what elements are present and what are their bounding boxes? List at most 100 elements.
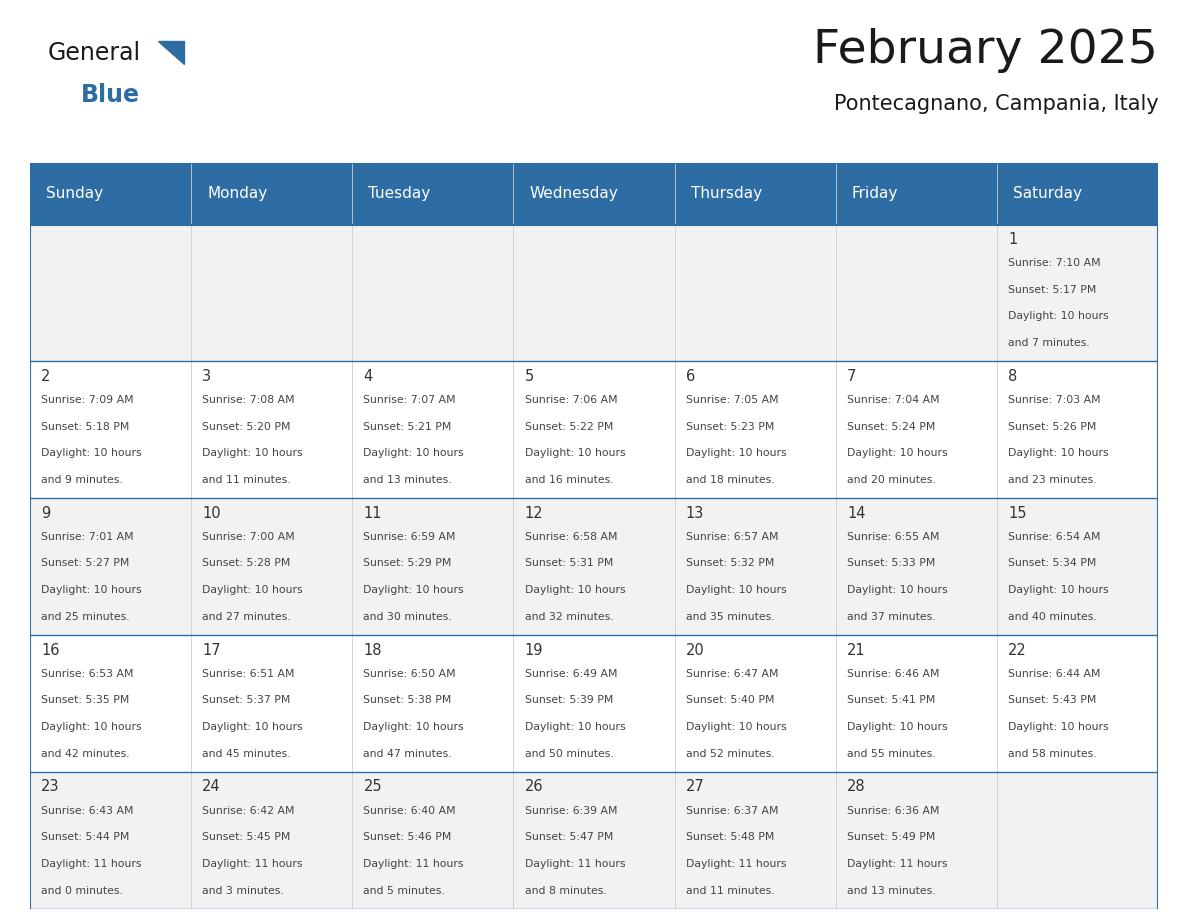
Text: Sunrise: 6:46 AM: Sunrise: 6:46 AM [847, 668, 940, 678]
Text: and 3 minutes.: and 3 minutes. [202, 886, 284, 896]
Text: 11: 11 [364, 506, 383, 521]
Text: and 30 minutes.: and 30 minutes. [364, 612, 453, 621]
Text: 22: 22 [1009, 643, 1028, 657]
Text: 9: 9 [40, 506, 50, 521]
Text: Sunrise: 6:42 AM: Sunrise: 6:42 AM [202, 805, 295, 815]
Text: Daylight: 10 hours: Daylight: 10 hours [685, 585, 786, 595]
Text: 26: 26 [525, 779, 543, 794]
Text: 21: 21 [847, 643, 866, 657]
Text: Daylight: 11 hours: Daylight: 11 hours [364, 859, 465, 868]
Text: and 27 minutes.: and 27 minutes. [202, 612, 291, 621]
Text: Sunrise: 6:43 AM: Sunrise: 6:43 AM [40, 805, 133, 815]
Text: Sunset: 5:31 PM: Sunset: 5:31 PM [525, 558, 613, 568]
Text: 17: 17 [202, 643, 221, 657]
Text: 24: 24 [202, 779, 221, 794]
Text: Pontecagnano, Campania, Italy: Pontecagnano, Campania, Italy [834, 94, 1158, 114]
Text: Sunset: 5:38 PM: Sunset: 5:38 PM [364, 695, 451, 705]
Text: Daylight: 10 hours: Daylight: 10 hours [364, 722, 465, 732]
Text: Daylight: 10 hours: Daylight: 10 hours [364, 448, 465, 458]
Text: Sunrise: 7:05 AM: Sunrise: 7:05 AM [685, 395, 778, 405]
Text: Sunset: 5:35 PM: Sunset: 5:35 PM [40, 695, 129, 705]
Text: and 7 minutes.: and 7 minutes. [1009, 338, 1091, 348]
Text: and 11 minutes.: and 11 minutes. [685, 886, 775, 896]
Text: Thursday: Thursday [690, 186, 762, 201]
Text: Monday: Monday [207, 186, 267, 201]
Text: 27: 27 [685, 779, 704, 794]
Text: Saturday: Saturday [1013, 186, 1082, 201]
Text: Sunrise: 6:39 AM: Sunrise: 6:39 AM [525, 805, 618, 815]
Text: 20: 20 [685, 643, 704, 657]
Text: Daylight: 11 hours: Daylight: 11 hours [202, 859, 303, 868]
Text: General: General [48, 41, 140, 65]
Text: Sunset: 5:32 PM: Sunset: 5:32 PM [685, 558, 775, 568]
Text: and 45 minutes.: and 45 minutes. [202, 749, 291, 758]
Text: 16: 16 [40, 643, 59, 657]
Text: 23: 23 [40, 779, 59, 794]
Text: Daylight: 10 hours: Daylight: 10 hours [847, 585, 948, 595]
Text: Sunset: 5:24 PM: Sunset: 5:24 PM [847, 421, 935, 431]
Text: 28: 28 [847, 779, 866, 794]
Text: and 0 minutes.: and 0 minutes. [40, 886, 122, 896]
Text: February 2025: February 2025 [814, 28, 1158, 73]
Text: Sunset: 5:23 PM: Sunset: 5:23 PM [685, 421, 775, 431]
Text: Sunset: 5:18 PM: Sunset: 5:18 PM [40, 421, 129, 431]
Text: 8: 8 [1009, 369, 1018, 384]
Text: Sunset: 5:44 PM: Sunset: 5:44 PM [40, 833, 129, 842]
Bar [30, 635, 1158, 772]
Text: Wednesday: Wednesday [530, 186, 618, 201]
Text: Sunrise: 7:10 AM: Sunrise: 7:10 AM [1009, 258, 1101, 268]
Text: Daylight: 10 hours: Daylight: 10 hours [525, 722, 625, 732]
Text: 13: 13 [685, 506, 704, 521]
Text: and 13 minutes.: and 13 minutes. [364, 475, 453, 485]
Text: Sunrise: 6:50 AM: Sunrise: 6:50 AM [364, 668, 456, 678]
Text: 15: 15 [1009, 506, 1026, 521]
Text: 14: 14 [847, 506, 866, 521]
Text: and 23 minutes.: and 23 minutes. [1009, 475, 1097, 485]
Text: Daylight: 10 hours: Daylight: 10 hours [1009, 585, 1108, 595]
Text: 18: 18 [364, 643, 383, 657]
Text: and 47 minutes.: and 47 minutes. [364, 749, 453, 758]
Text: Sunrise: 6:53 AM: Sunrise: 6:53 AM [40, 668, 133, 678]
Text: and 32 minutes.: and 32 minutes. [525, 612, 613, 621]
Text: 3: 3 [202, 369, 211, 384]
Text: Friday: Friday [852, 186, 898, 201]
Text: Blue: Blue [81, 83, 140, 106]
Text: Daylight: 11 hours: Daylight: 11 hours [525, 859, 625, 868]
Text: Daylight: 10 hours: Daylight: 10 hours [202, 448, 303, 458]
Text: and 5 minutes.: and 5 minutes. [364, 886, 446, 896]
Text: and 20 minutes.: and 20 minutes. [847, 475, 936, 485]
Text: Sunrise: 6:55 AM: Sunrise: 6:55 AM [847, 532, 940, 542]
Text: and 9 minutes.: and 9 minutes. [40, 475, 122, 485]
Text: Sunrise: 7:06 AM: Sunrise: 7:06 AM [525, 395, 618, 405]
Text: Daylight: 10 hours: Daylight: 10 hours [1009, 722, 1108, 732]
Text: Sunrise: 6:59 AM: Sunrise: 6:59 AM [364, 532, 456, 542]
Text: Sunrise: 6:44 AM: Sunrise: 6:44 AM [1009, 668, 1101, 678]
Text: Sunrise: 7:07 AM: Sunrise: 7:07 AM [364, 395, 456, 405]
Text: 10: 10 [202, 506, 221, 521]
Text: Sunset: 5:17 PM: Sunset: 5:17 PM [1009, 285, 1097, 295]
Text: Daylight: 10 hours: Daylight: 10 hours [847, 448, 948, 458]
Text: Daylight: 10 hours: Daylight: 10 hours [685, 722, 786, 732]
Text: Sunset: 5:20 PM: Sunset: 5:20 PM [202, 421, 291, 431]
Text: Sunrise: 7:09 AM: Sunrise: 7:09 AM [40, 395, 133, 405]
Text: Sunrise: 6:49 AM: Sunrise: 6:49 AM [525, 668, 618, 678]
Text: Sunrise: 7:03 AM: Sunrise: 7:03 AM [1009, 395, 1101, 405]
Bar [30, 225, 1158, 362]
Text: and 40 minutes.: and 40 minutes. [1009, 612, 1097, 621]
Text: Sunset: 5:41 PM: Sunset: 5:41 PM [847, 695, 935, 705]
Text: Daylight: 10 hours: Daylight: 10 hours [202, 585, 303, 595]
Text: Daylight: 10 hours: Daylight: 10 hours [40, 448, 141, 458]
Text: Sunset: 5:47 PM: Sunset: 5:47 PM [525, 833, 613, 842]
Bar [30, 362, 1158, 498]
Text: Sunrise: 6:54 AM: Sunrise: 6:54 AM [1009, 532, 1101, 542]
Text: Sunset: 5:28 PM: Sunset: 5:28 PM [202, 558, 291, 568]
Text: Sunset: 5:48 PM: Sunset: 5:48 PM [685, 833, 775, 842]
Text: Sunset: 5:39 PM: Sunset: 5:39 PM [525, 695, 613, 705]
Text: Sunrise: 7:04 AM: Sunrise: 7:04 AM [847, 395, 940, 405]
Text: 12: 12 [525, 506, 543, 521]
Text: Daylight: 10 hours: Daylight: 10 hours [202, 722, 303, 732]
Text: and 25 minutes.: and 25 minutes. [40, 612, 129, 621]
Text: 19: 19 [525, 643, 543, 657]
Text: Sunrise: 7:01 AM: Sunrise: 7:01 AM [40, 532, 133, 542]
Text: Sunset: 5:45 PM: Sunset: 5:45 PM [202, 833, 291, 842]
